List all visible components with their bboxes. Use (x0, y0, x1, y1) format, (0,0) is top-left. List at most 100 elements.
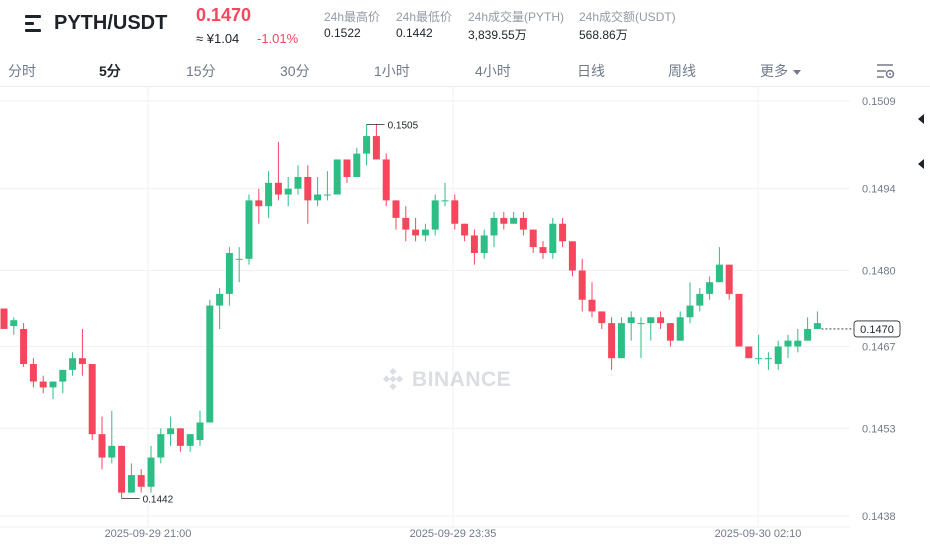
candle-up (294, 176, 302, 189)
stat-high-label: 24h最高价 (324, 10, 381, 24)
candle-up (49, 381, 57, 388)
candle-down (461, 223, 469, 236)
candle-down (176, 428, 184, 446)
stat-volume-label: 24h成交量(PYTH) (468, 10, 565, 24)
candle-down (392, 200, 400, 218)
candle-down (657, 317, 665, 324)
x-tick-label: 2025-09-30 02:10 (715, 528, 802, 540)
candle-up (363, 136, 371, 154)
candle-up (480, 235, 488, 253)
binance-watermark: BINANCE (378, 367, 528, 393)
stat-low-value: 0.1442 (396, 26, 433, 40)
collapse-arrow-left-icon[interactable] (918, 114, 924, 124)
y-tick-label: 0.1480 (862, 266, 896, 278)
candle-up (147, 457, 155, 487)
candle-down (402, 217, 410, 230)
candle-up (696, 293, 704, 306)
candle-down (529, 229, 537, 248)
min-price-label: 0.1442 (143, 494, 174, 505)
candle-up (59, 369, 67, 382)
tab-5min[interactable]: 5分 (99, 63, 121, 79)
candle-up (206, 305, 214, 423)
candle-up (314, 194, 322, 201)
stat-low-label: 24h最低价 (396, 10, 453, 24)
tab-15min[interactable]: 15分 (186, 63, 216, 79)
candle-up (510, 217, 518, 224)
tab-more-dropdown[interactable]: 更多 (760, 61, 801, 81)
candle-down (118, 445, 126, 493)
candle-up (10, 320, 18, 327)
candle-down (470, 235, 478, 253)
candle-up (490, 217, 498, 236)
candle-up (676, 317, 684, 341)
candle-down (500, 217, 508, 224)
candle-down (343, 159, 351, 177)
candle-down (735, 293, 743, 347)
tab-daily[interactable]: 日线 (577, 63, 605, 79)
candle-down (578, 270, 586, 300)
candle-down (382, 159, 390, 201)
candle-up (196, 422, 204, 441)
candle-up (784, 340, 792, 347)
trading-pair-symbol[interactable]: PYTH/USDT (54, 12, 168, 34)
candle-down (568, 241, 576, 271)
last-price: 0.1470 (196, 5, 252, 25)
candle-down (304, 176, 312, 201)
x-tick-label: 2025-09-29 21:00 (105, 528, 192, 540)
binance-logo-icon (382, 368, 404, 390)
candle-up (421, 229, 429, 236)
candle-up (216, 293, 224, 306)
x-tick-label: 2025-09-29 23:35 (410, 528, 497, 540)
candle-down (98, 434, 106, 458)
tab-time-sharing[interactable]: 分时 (8, 63, 36, 79)
menu-icon[interactable] (25, 15, 45, 33)
candle-up (549, 223, 557, 253)
candle-up (157, 434, 165, 458)
tab-1hour[interactable]: 1小时 (374, 63, 410, 79)
watermark-text: BINANCE (412, 368, 512, 391)
price-change-percent: -1.01% (257, 31, 299, 46)
candle-up (353, 153, 361, 177)
candle-down (255, 200, 263, 207)
candle-up (627, 317, 635, 324)
candle-down (20, 328, 28, 365)
candle-up (804, 328, 812, 341)
candle-up (774, 346, 782, 365)
stat-high-value: 0.1522 (324, 26, 361, 40)
expand-arrow-left-icon[interactable] (918, 159, 924, 169)
candle-up (647, 317, 655, 324)
candle-up (794, 340, 802, 347)
tab-4hour[interactable]: 4小时 (475, 63, 511, 79)
candle-down (745, 346, 753, 359)
candle-down (78, 358, 86, 365)
y-tick-label: 0.1453 (862, 423, 896, 435)
chart-canvas[interactable]: 0.1509 0.1494 0.1480 0.1467 0.1453 0.1438 2025… (0, 87, 930, 552)
candle-down (588, 299, 596, 312)
tab-30min[interactable]: 30分 (280, 63, 310, 79)
chart-settings-icon[interactable] (876, 62, 896, 80)
stat-volume-value: 3,839.55万 (468, 28, 527, 42)
candlestick-chart[interactable]: 0.1509 0.1494 0.1480 0.1467 0.1453 0.1438 2025… (0, 87, 930, 552)
tab-more-label: 更多 (760, 63, 788, 79)
candle-down (29, 364, 37, 382)
max-price-label: 0.1505 (388, 120, 419, 131)
candle-up (245, 200, 253, 259)
tab-weekly[interactable]: 周线 (668, 63, 696, 79)
current-price-label: 0.1470 (860, 324, 894, 336)
candle-down (725, 264, 733, 294)
y-tick-label: 0.1509 (862, 96, 896, 108)
candle-up (755, 358, 763, 360)
interval-tabs: 分时 5分 15分 30分 1小时 4小时 日线 周线 更多 (0, 55, 930, 87)
candle-down (39, 381, 47, 388)
candle-down (608, 323, 616, 359)
chevron-down-icon (793, 69, 801, 75)
candle-up (69, 358, 77, 370)
candle-down (137, 475, 145, 487)
candle-down (88, 364, 96, 435)
candle-down (598, 311, 606, 324)
y-tick-label: 0.1438 (862, 511, 896, 523)
stat-turnover-label: 24h成交额(USDT) (579, 10, 676, 24)
candle-up (431, 200, 439, 230)
candle-up (617, 323, 625, 359)
candle-down (666, 323, 674, 341)
